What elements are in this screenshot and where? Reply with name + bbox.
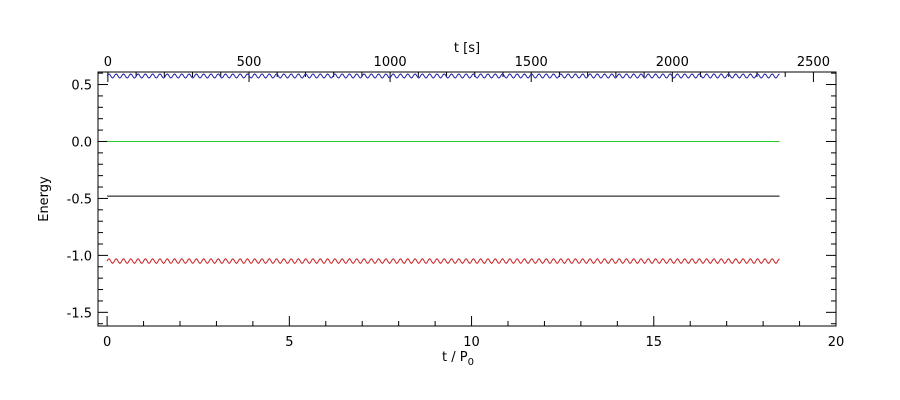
y-tick-label: -0.5 [67, 192, 92, 207]
y-tick-label: 0.0 [71, 135, 92, 150]
x-axis-label-bottom-main: t / P [442, 350, 468, 365]
y-tick-label: -1.5 [67, 306, 92, 321]
series-line-1 [106, 73, 780, 79]
labels-group: 0 5 10 15 20 0 500 1000 1500 2000 2500 0.5 0.0 -0.5 -1… [67, 55, 845, 350]
plot-frame [97, 71, 837, 327]
x-top-tick-label: 2000 [656, 55, 689, 70]
x-bottom-tick-label: 10 [463, 335, 480, 350]
x-bottom-tick-label: 5 [285, 335, 293, 350]
x-top-tick-label: 0 [104, 55, 112, 70]
x-axis-label-bottom: t / P0 [442, 350, 474, 368]
y-tick-label: -1.0 [67, 249, 92, 264]
y-tick-label: 0.5 [71, 79, 92, 94]
x-top-tick-label: 2500 [797, 55, 830, 70]
ticks-group [98, 72, 837, 326]
series-group [106, 73, 780, 264]
x-bottom-tick-label: 20 [828, 335, 845, 350]
x-top-tick-label: 500 [237, 55, 262, 70]
x-bottom-tick-label: 15 [646, 335, 663, 350]
x-top-tick-label: 1500 [515, 55, 548, 70]
x-top-tick-label: 1000 [374, 55, 407, 70]
y-axis-label: Energy [37, 176, 52, 222]
series-line-4 [106, 258, 780, 264]
x-bottom-tick-label: 0 [103, 335, 111, 350]
x-axis-label-top: t [s] [454, 41, 480, 56]
x-axis-label-bottom-sub: 0 [468, 357, 474, 368]
